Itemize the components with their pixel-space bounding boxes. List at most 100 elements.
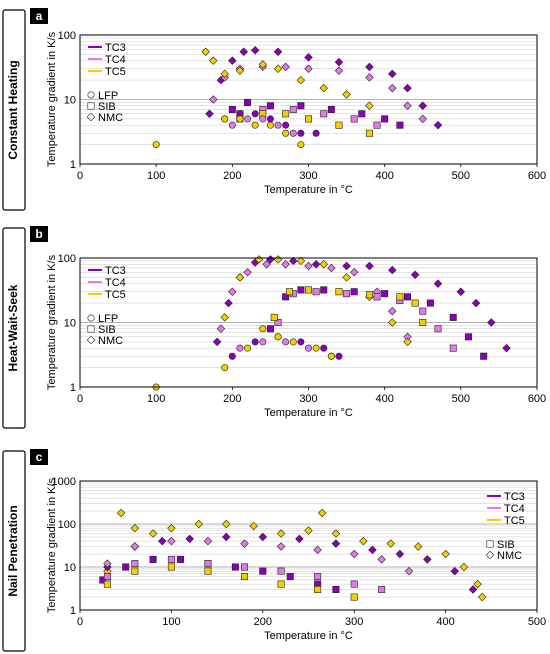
- legend-label-tc3: TC3: [105, 42, 126, 54]
- y-tick-label: 1: [70, 159, 76, 171]
- data-point: [331, 539, 341, 548]
- panel-letter: c: [36, 450, 43, 464]
- legend-label-tc5: TC5: [105, 289, 126, 301]
- data-point: [350, 115, 358, 123]
- data-point: [304, 115, 312, 123]
- legend-marker-square: [87, 102, 95, 110]
- data-point: [203, 536, 213, 546]
- data-point: [396, 293, 404, 301]
- x-tick-label: 300: [299, 393, 317, 405]
- data-point: [403, 101, 412, 110]
- legend-marker-label: SIB: [497, 539, 515, 551]
- data-point: [286, 573, 294, 581]
- data-point: [295, 534, 304, 544]
- data-point: [450, 566, 459, 576]
- data-point: [209, 95, 218, 104]
- data-point: [477, 592, 487, 602]
- data-point: [480, 352, 488, 360]
- data-point: [103, 559, 112, 568]
- data-point: [276, 542, 286, 551]
- chart-panel-c: Nail Penetration c 1 10 100 1000 0 100 200 300 400…: [2, 449, 546, 652]
- legend-marker-label: LFP: [98, 313, 118, 325]
- data-point: [418, 101, 427, 110]
- data-point: [285, 288, 293, 296]
- data-point: [204, 567, 212, 575]
- data-point: [350, 288, 358, 296]
- data-point: [359, 536, 368, 546]
- data-point: [403, 337, 412, 347]
- data-point: [221, 115, 229, 123]
- data-point: [236, 115, 244, 123]
- x-tick-label: 500: [452, 170, 470, 182]
- x-tick-label: 400: [375, 170, 393, 182]
- data-point: [281, 62, 290, 72]
- y-tick-label: 100: [58, 30, 76, 42]
- data-point: [289, 338, 297, 346]
- data-point: [277, 567, 285, 575]
- data-point: [297, 338, 305, 346]
- data-point: [426, 299, 434, 307]
- data-point: [378, 585, 386, 593]
- data-point: [441, 549, 450, 559]
- data-point: [148, 529, 158, 538]
- legend-marker-label: SIB: [98, 324, 116, 336]
- series-tc3-square: [266, 286, 488, 360]
- data-point: [396, 121, 404, 129]
- data-point: [334, 66, 344, 75]
- data-point: [320, 286, 328, 294]
- series-tc5-diamond: [201, 47, 374, 110]
- data-point: [205, 109, 214, 119]
- y-tick-label: 10: [64, 318, 76, 330]
- data-point: [342, 273, 351, 282]
- data-point: [220, 313, 229, 322]
- data-point: [342, 261, 351, 271]
- data-point: [270, 313, 278, 321]
- data-point: [250, 46, 260, 55]
- data-point: [296, 75, 306, 85]
- data-point: [130, 542, 140, 551]
- side-label-box: [2, 450, 26, 652]
- data-point: [122, 563, 130, 571]
- legend-marker-diamond: [86, 335, 96, 345]
- panel-letter: a: [36, 9, 43, 23]
- data-point: [251, 110, 259, 118]
- data-point: [386, 539, 395, 548]
- data-point: [331, 529, 341, 538]
- data-point: [349, 268, 359, 277]
- data-point: [266, 121, 274, 129]
- data-point: [373, 121, 381, 129]
- data-point: [282, 110, 290, 118]
- panel-letter-badge: [30, 8, 48, 24]
- data-point: [228, 121, 236, 129]
- data-point: [289, 129, 297, 137]
- data-point: [277, 580, 285, 588]
- series-tc3-diamond: [212, 255, 511, 353]
- data-point: [194, 519, 204, 529]
- data-point: [259, 115, 267, 123]
- x-tick-label: 300: [345, 616, 363, 628]
- data-point: [274, 318, 282, 326]
- data-point: [304, 526, 313, 535]
- data-point: [241, 563, 249, 571]
- data-point: [266, 102, 274, 110]
- legend-marker-label: SIB: [98, 101, 116, 113]
- data-point: [177, 555, 185, 563]
- data-point: [282, 129, 290, 137]
- data-point: [368, 545, 377, 555]
- data-point: [388, 265, 397, 275]
- x-tick-label: 0: [77, 170, 83, 182]
- data-point: [304, 64, 313, 73]
- data-point: [327, 352, 335, 360]
- data-point: [459, 562, 469, 572]
- data-point: [103, 580, 111, 588]
- data-point: [471, 298, 481, 308]
- legend-marker-square: [486, 540, 494, 548]
- data-point: [235, 66, 245, 75]
- data-point: [312, 129, 320, 137]
- x-tick-label: 600: [528, 393, 546, 405]
- data-point: [335, 121, 343, 129]
- data-point: [342, 90, 351, 99]
- data-point: [335, 352, 343, 360]
